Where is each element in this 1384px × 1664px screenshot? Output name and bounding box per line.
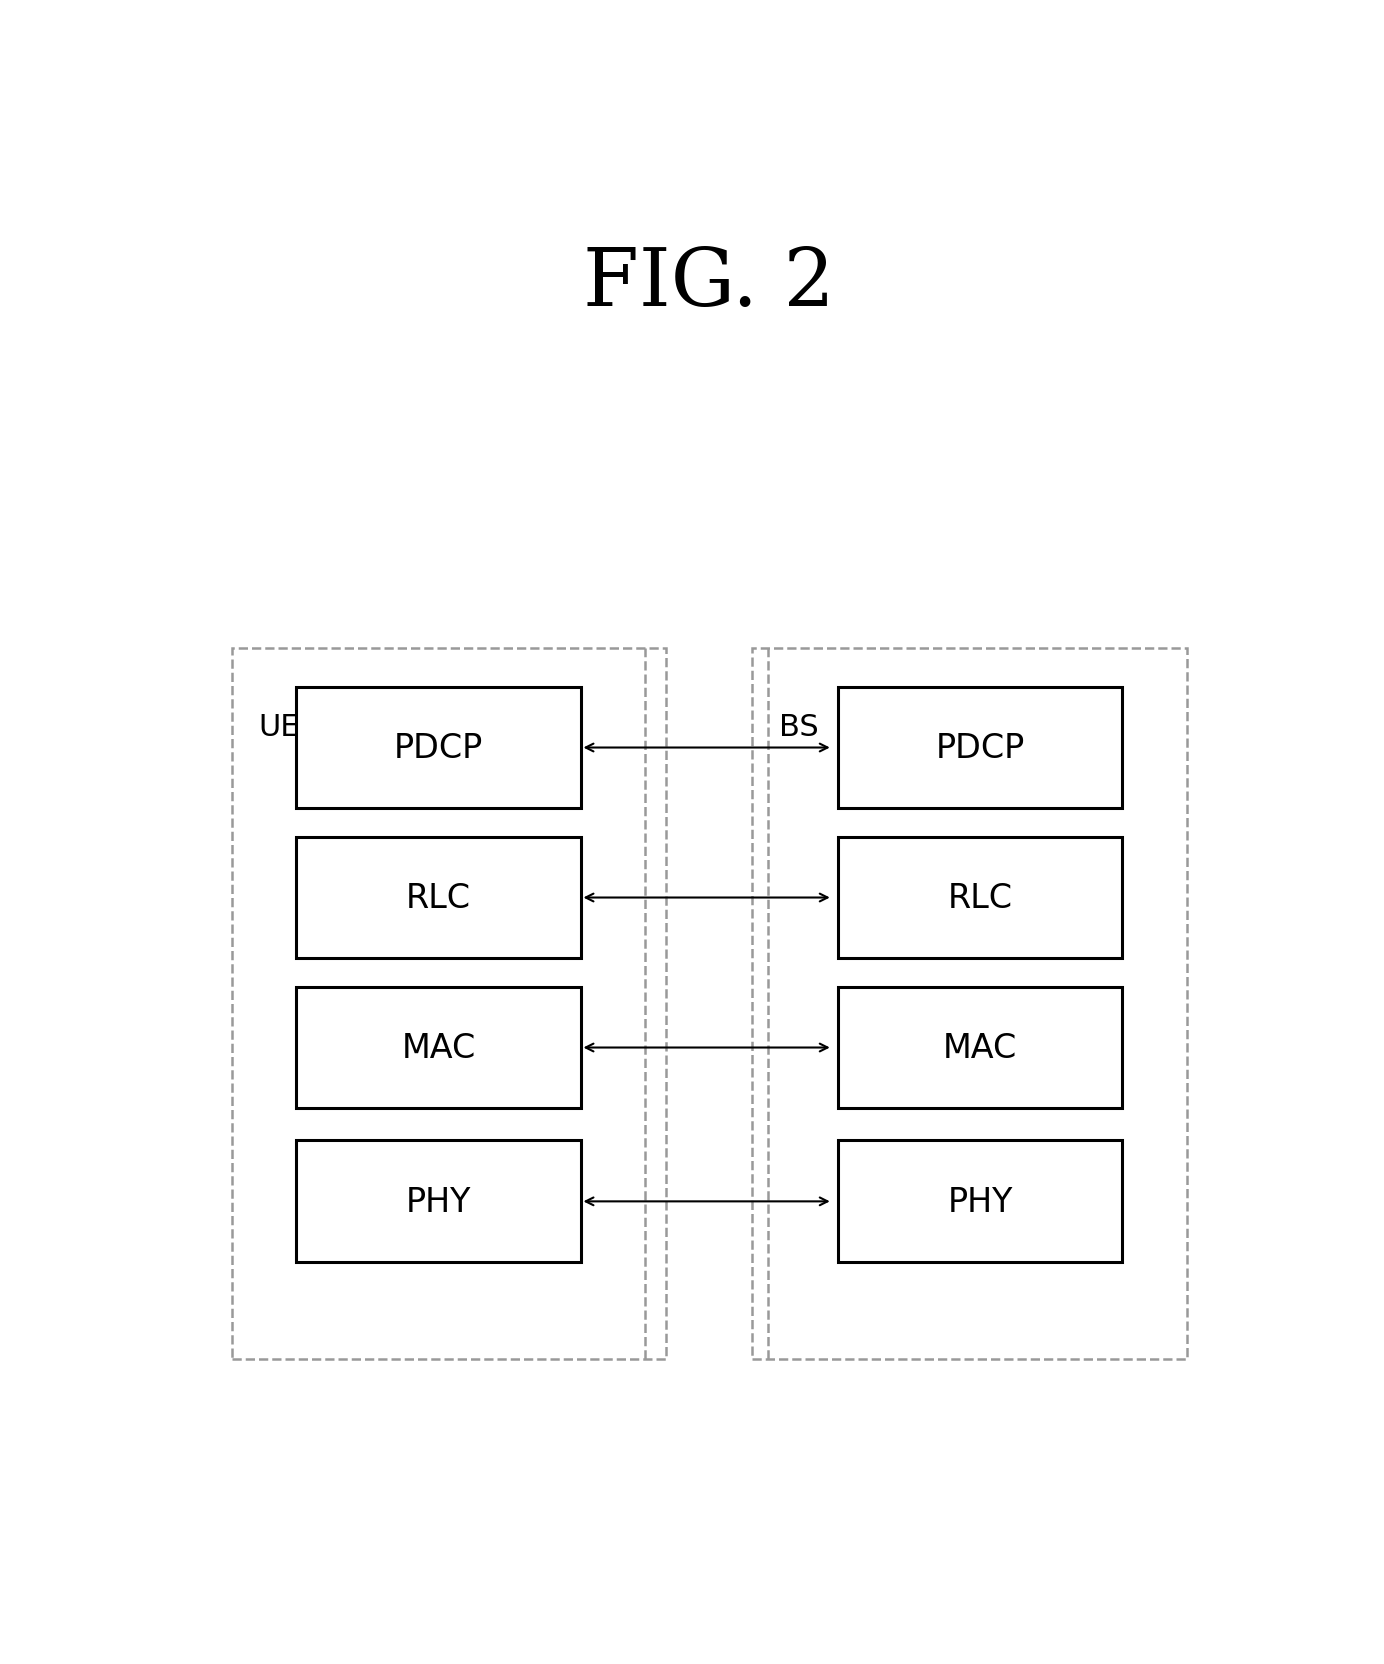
Bar	[839, 837, 1122, 958]
Text: MAC: MAC	[401, 1032, 476, 1065]
Text: MAC: MAC	[943, 1032, 1017, 1065]
Text: UE: UE	[259, 712, 300, 740]
Text: RLC: RLC	[948, 882, 1013, 915]
Text: PDCP: PDCP	[394, 732, 483, 764]
Bar	[296, 1142, 581, 1263]
Bar	[296, 837, 581, 958]
Text: PHY: PHY	[948, 1185, 1013, 1218]
Text: PDCP: PDCP	[936, 732, 1024, 764]
Bar	[296, 687, 581, 809]
Bar	[839, 687, 1122, 809]
Text: BS: BS	[779, 712, 819, 740]
Bar	[839, 1142, 1122, 1263]
Bar	[296, 987, 581, 1108]
Text: RLC: RLC	[406, 882, 471, 915]
Bar	[839, 987, 1122, 1108]
Bar	[753, 647, 1186, 1359]
Bar	[233, 647, 667, 1359]
Text: FIG. 2: FIG. 2	[584, 245, 835, 323]
Text: PHY: PHY	[406, 1185, 471, 1218]
